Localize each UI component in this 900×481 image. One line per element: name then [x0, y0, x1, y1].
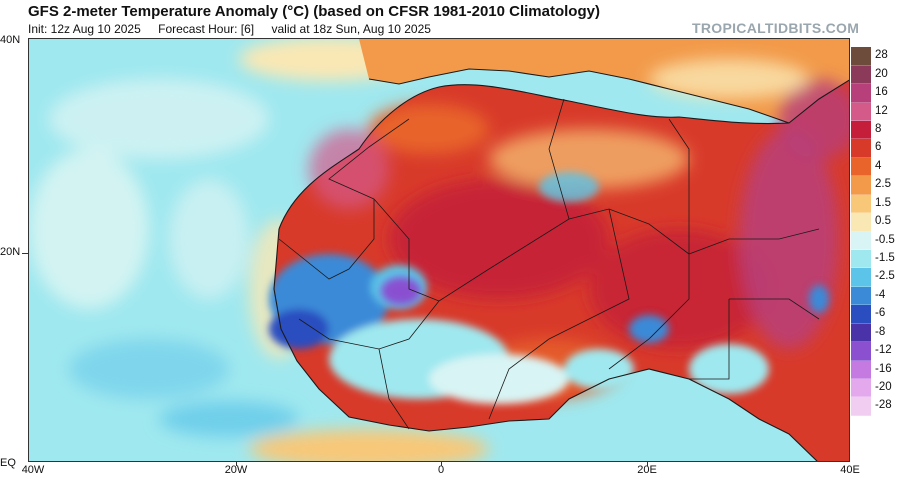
lat-label-20n: 20N [0, 246, 21, 258]
legend-label: -8 [875, 325, 886, 338]
legend-swatch [851, 102, 871, 121]
lat-tick-20n [22, 253, 28, 254]
legend-row: -8 [851, 323, 900, 343]
site-watermark: TROPICALTIDBITS.COM [692, 20, 860, 36]
legend-row: -0.5 [851, 231, 900, 250]
legend-label: 8 [875, 122, 882, 135]
legend-label: 4 [875, 159, 882, 172]
legend-swatch [851, 47, 871, 66]
legend-row: -20 [851, 379, 900, 398]
lon-label-20w: 20W [224, 464, 248, 476]
legend-label: -12 [875, 344, 892, 357]
legend-label: -4 [875, 288, 886, 301]
valid-time: valid at 18z Sun, Aug 10 2025 [271, 22, 431, 36]
legend-label: 28 [875, 49, 888, 62]
legend-row: 2.5 [851, 176, 900, 195]
legend-row: -12 [851, 342, 900, 361]
legend-row: 1.5 [851, 194, 900, 214]
legend-swatch [851, 84, 871, 103]
lon-label-40e: 40E [840, 464, 860, 476]
legend-label: -20 [875, 381, 892, 394]
lat-label-40n: 40N [0, 34, 21, 46]
legend-label: 16 [875, 86, 888, 99]
chart-title: GFS 2-meter Temperature Anomaly (°C) (ba… [28, 3, 600, 20]
legend-label: -2.5 [875, 270, 895, 283]
country-borders [278, 98, 820, 430]
legend-row: 28 [851, 47, 900, 66]
lon-tick-0 [441, 462, 442, 466]
legend-label: 2.5 [875, 178, 891, 191]
legend-swatch [851, 231, 871, 250]
legend-row: -1.5 [851, 250, 900, 269]
legend-row: 20 [851, 65, 900, 85]
color-legend: 28 20 16 12 8 6 4 2.5 1.5 0.5 -0.5 -1.5 -2.5 -4 -6 -8 -1… [851, 38, 900, 462]
legend-row: -6 [851, 305, 900, 324]
legend-label: -16 [875, 362, 892, 375]
legend-row: -28 [851, 397, 900, 416]
lon-label-0: 0 [437, 464, 445, 476]
legend-swatch [851, 360, 871, 380]
cool-shading [269, 172, 829, 404]
legend-row: -16 [851, 360, 900, 380]
legend-label: 6 [875, 141, 882, 154]
forecast-hour: Forecast Hour: [6] [158, 22, 255, 36]
legend-label: 12 [875, 104, 888, 117]
legend-swatch [851, 268, 871, 287]
lon-label-40w: 40W [21, 464, 45, 476]
legend-label: 20 [875, 67, 888, 80]
anomaly-map-svg [29, 39, 849, 461]
legend-swatch [851, 286, 871, 306]
legend-label: -28 [875, 399, 892, 412]
legend-swatch [851, 194, 871, 214]
legend-swatch [851, 342, 871, 361]
anomaly-map [28, 38, 850, 462]
map-header: GFS 2-meter Temperature Anomaly (°C) (ba… [0, 0, 900, 38]
legend-row: -2.5 [851, 268, 900, 287]
legend-row: 4 [851, 157, 900, 177]
legend-swatch [851, 139, 871, 158]
legend-swatch [851, 120, 871, 140]
legend-swatch [851, 323, 871, 343]
lon-tick-20w [236, 462, 237, 466]
run-info: Init: 12z Aug 10 2025 Forecast Hour: [6]… [28, 22, 445, 36]
legend-row: 6 [851, 139, 900, 158]
lat-label-eq: EQ [0, 457, 16, 469]
legend-swatch [851, 176, 871, 195]
legend-swatch [851, 397, 871, 416]
init-time: Init: 12z Aug 10 2025 [28, 22, 141, 36]
legend-row: 12 [851, 102, 900, 121]
legend-swatch [851, 250, 871, 269]
legend-row: 8 [851, 120, 900, 140]
legend-label: -6 [875, 307, 886, 320]
legend-label: -0.5 [875, 233, 895, 246]
legend-swatch [851, 157, 871, 177]
lon-tick-20e [647, 462, 648, 466]
coastlines [273, 68, 849, 461]
legend-row: 16 [851, 84, 900, 103]
legend-swatch [851, 379, 871, 398]
legend-label: 1.5 [875, 196, 891, 209]
strong-cold-anomaly [381, 277, 421, 305]
legend-swatch [851, 65, 871, 85]
legend-label: 0.5 [875, 215, 891, 228]
legend-row: 0.5 [851, 213, 900, 232]
legend-row: -4 [851, 286, 900, 306]
lon-label-20e: 20E [637, 464, 657, 476]
legend-swatch [851, 213, 871, 232]
legend-swatch [851, 305, 871, 324]
legend-label: -1.5 [875, 252, 895, 264]
